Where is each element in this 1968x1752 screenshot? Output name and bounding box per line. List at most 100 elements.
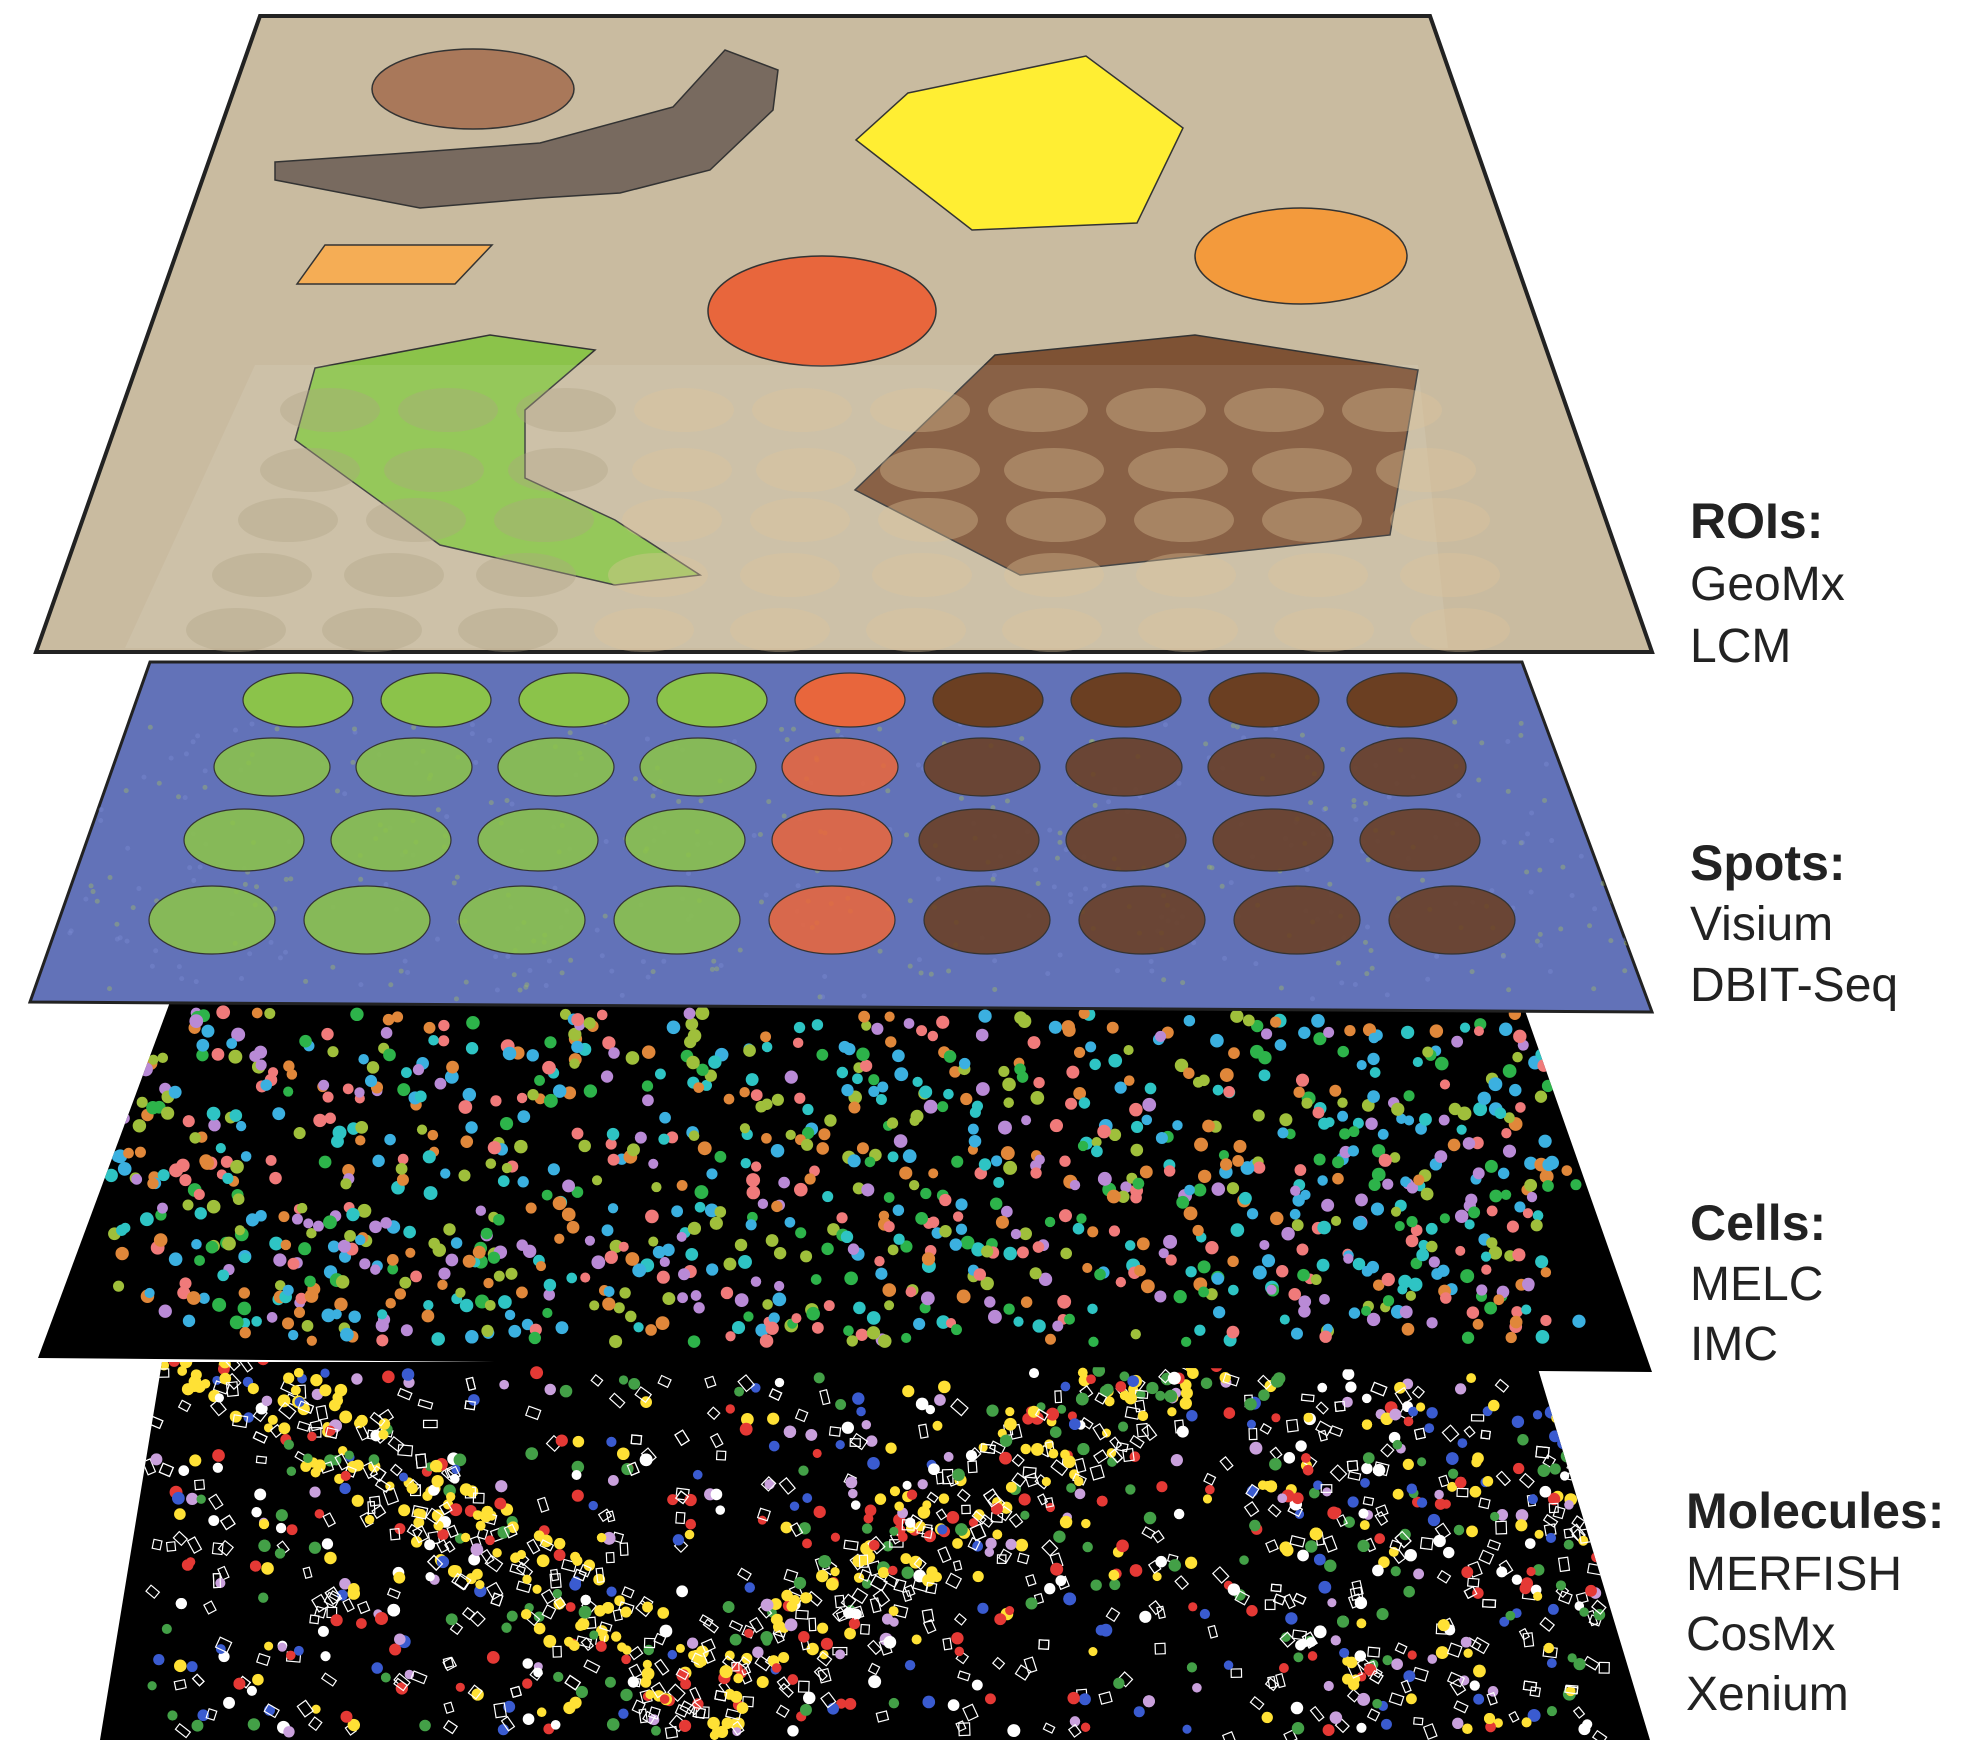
cell-dot (696, 1063, 709, 1076)
cell-dot (1219, 1068, 1234, 1082)
molecule-outline (319, 1461, 335, 1474)
molecule-dot (730, 1690, 743, 1703)
cell-dot (1371, 1167, 1386, 1182)
spot-1-1 (355, 737, 473, 797)
spot-speck (350, 759, 356, 765)
spot-speck (1273, 726, 1279, 732)
molecule-outline (296, 1699, 315, 1718)
spot-speck (1365, 857, 1371, 863)
cell-dot (405, 1247, 416, 1258)
molecule-dot (569, 1578, 582, 1591)
molecule-dot (364, 1514, 375, 1525)
cell-dot (1033, 1076, 1045, 1089)
molecule-dot (503, 1700, 516, 1713)
molecule-dot (1454, 1383, 1467, 1395)
molecule-outline (493, 1702, 508, 1719)
molecule-dot (825, 1577, 839, 1591)
molecule-dot (368, 1454, 380, 1466)
cell-dot (148, 1054, 159, 1065)
cell-dot (1413, 1174, 1425, 1186)
cell-dot (138, 1062, 153, 1077)
molecule-outline (608, 1392, 626, 1409)
molecule-dot (375, 1612, 388, 1625)
spot-speck (98, 818, 104, 824)
molecule-dot (380, 1672, 391, 1683)
molecule-dot (1156, 1481, 1168, 1493)
molecule-outline (875, 1710, 890, 1723)
spot-speck (1608, 938, 1614, 944)
spot-2-5 (918, 808, 1040, 872)
spot-speck (1425, 976, 1431, 982)
molecule-dot (1227, 1583, 1241, 1596)
molecule-outline (1571, 1515, 1586, 1530)
molecule-outline (1522, 1632, 1535, 1648)
molecule-dot (1129, 1451, 1141, 1463)
spot-2-2 (477, 808, 599, 872)
cell-dot (955, 1198, 968, 1211)
molecule-dot (522, 1574, 532, 1584)
molecule-dot (606, 1718, 620, 1731)
molecule-dot (1394, 1381, 1406, 1394)
spot-speck (1068, 899, 1074, 905)
molecule-dot (468, 1394, 480, 1406)
molecule-dot (874, 1493, 887, 1505)
molecule-dot (1485, 1721, 1496, 1733)
cell-dot (226, 1038, 238, 1049)
molecule-dot (659, 1624, 673, 1638)
spot-0-1 (380, 672, 492, 728)
spot-speck (388, 982, 394, 988)
cell-dot (200, 1156, 215, 1170)
molecule-dot (1582, 1719, 1593, 1730)
cell-dot (543, 1278, 557, 1292)
cell-dot (410, 1270, 422, 1283)
molecule-dot (1005, 1406, 1015, 1417)
spot-speck (1149, 968, 1155, 974)
cell-dot (1298, 1304, 1311, 1318)
cell-dot (516, 1286, 528, 1299)
cell-dot (654, 1068, 666, 1080)
molecule-dot (771, 1613, 783, 1625)
cell-dot (266, 1312, 278, 1323)
molecule-dot (1307, 1651, 1318, 1661)
spot-speck (1339, 980, 1345, 986)
molecule-dot (425, 1571, 435, 1582)
cell-dot (1541, 1079, 1555, 1093)
cell-dot (1535, 1255, 1549, 1269)
cell-dot (1060, 1247, 1073, 1260)
cell-dot (1180, 1336, 1192, 1348)
molecule-outline (1105, 1607, 1121, 1623)
cell-dot (1298, 1295, 1312, 1308)
cell-dot (382, 1013, 395, 1026)
cell-dot (1494, 1107, 1507, 1120)
spot-speck (1456, 793, 1462, 799)
molecule-dot (1424, 1423, 1435, 1434)
spot-speck (114, 936, 120, 942)
cell-dot (1497, 1167, 1510, 1180)
molecule-dot (470, 1543, 484, 1556)
molecule-dot (219, 1372, 232, 1385)
molecule-outline (979, 1514, 995, 1528)
cell-dot (493, 1270, 505, 1282)
cell-dot (1064, 1313, 1075, 1325)
cell-dot (1464, 1219, 1475, 1230)
molecule-dot (1347, 1496, 1359, 1508)
spot-speck (790, 726, 796, 732)
cell-dot (1108, 1225, 1121, 1237)
molecule-outline (775, 1704, 790, 1719)
molecule-dot (1546, 1658, 1557, 1669)
molecule-dot (725, 1404, 735, 1414)
molecule-outline (935, 1508, 948, 1521)
cell-dot (923, 1099, 938, 1114)
cell-dot (811, 1321, 824, 1334)
spot-speck (766, 799, 772, 805)
cell-dot (182, 1199, 194, 1211)
molecule-dot (1427, 1654, 1438, 1664)
molecule-outline (1471, 1636, 1490, 1655)
molecule-outline (1289, 1535, 1306, 1548)
molecule-outline (621, 1586, 635, 1599)
cell-dot (743, 1044, 756, 1057)
cell-dot (423, 1021, 436, 1034)
cell-dot (1048, 1020, 1062, 1034)
cell-dot (273, 1253, 287, 1267)
molecule-outline (1347, 1470, 1362, 1481)
